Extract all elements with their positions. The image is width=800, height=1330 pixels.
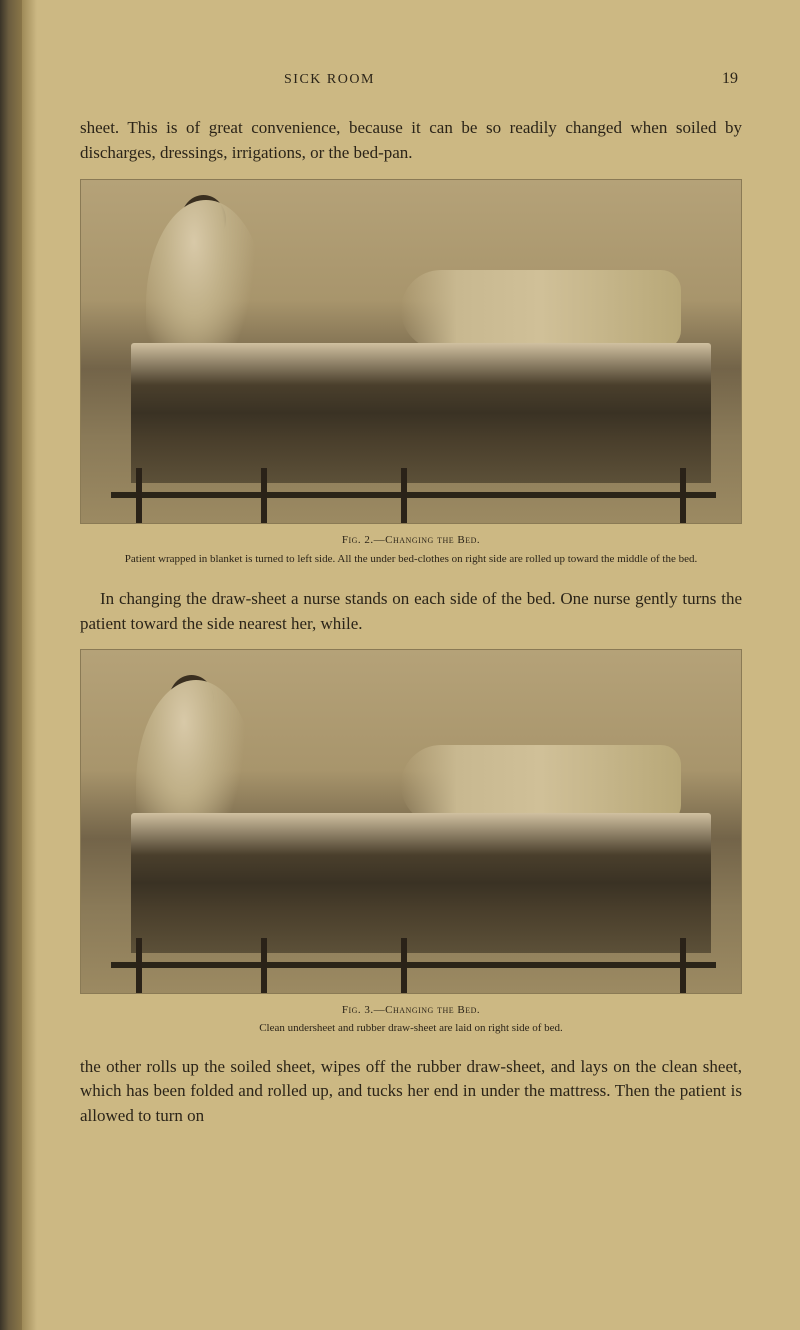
- bed-frame-shape: [131, 343, 711, 483]
- patient-shape: [401, 270, 681, 350]
- bed-leg: [680, 468, 686, 523]
- figure-2-caption: Fig. 2.—Changing the Bed. Patient wrappe…: [80, 532, 742, 567]
- paragraph-2: In changing the draw-sheet a nurse stand…: [80, 587, 742, 636]
- figure-2-title: Fig. 2.—Changing the Bed.: [80, 532, 742, 549]
- bed-leg: [261, 468, 267, 523]
- page-header: SICK ROOM 19: [80, 70, 742, 88]
- bed-legs-group: [81, 463, 741, 523]
- paragraph-3: the other rolls up the soiled sheet, wip…: [80, 1055, 742, 1129]
- figure-3-photo: [80, 649, 742, 994]
- bed-leg: [680, 938, 686, 993]
- page-inner-shadow: [22, 0, 37, 1330]
- figure-3: Fig. 3.—Changing the Bed. Clean undershe…: [80, 649, 742, 1037]
- book-spine-shadow: [0, 0, 22, 1330]
- page-number: 19: [722, 70, 738, 88]
- bed-leg: [136, 468, 142, 523]
- bed-leg: [401, 938, 407, 993]
- figure-2-description: Patient wrapped in blanket is turned to …: [80, 551, 742, 568]
- figure-2-photo: [80, 179, 742, 524]
- bed-leg: [261, 938, 267, 993]
- bed-leg: [401, 468, 407, 523]
- figure-2: Fig. 2.—Changing the Bed. Patient wrappe…: [80, 179, 742, 567]
- figure-3-title: Fig. 3.—Changing the Bed.: [80, 1002, 742, 1019]
- bed-frame-shape: [131, 813, 711, 953]
- paragraph-1: sheet. This is of great convenience, bec…: [80, 116, 742, 165]
- running-head: SICK ROOM: [284, 72, 375, 88]
- figure-3-caption: Fig. 3.—Changing the Bed. Clean undershe…: [80, 1002, 742, 1037]
- page-content-area: SICK ROOM 19 sheet. This is of great con…: [22, 0, 800, 1330]
- bed-leg: [136, 938, 142, 993]
- figure-3-description: Clean undersheet and rubber draw-sheet a…: [80, 1020, 742, 1037]
- bed-legs-group: [81, 933, 741, 993]
